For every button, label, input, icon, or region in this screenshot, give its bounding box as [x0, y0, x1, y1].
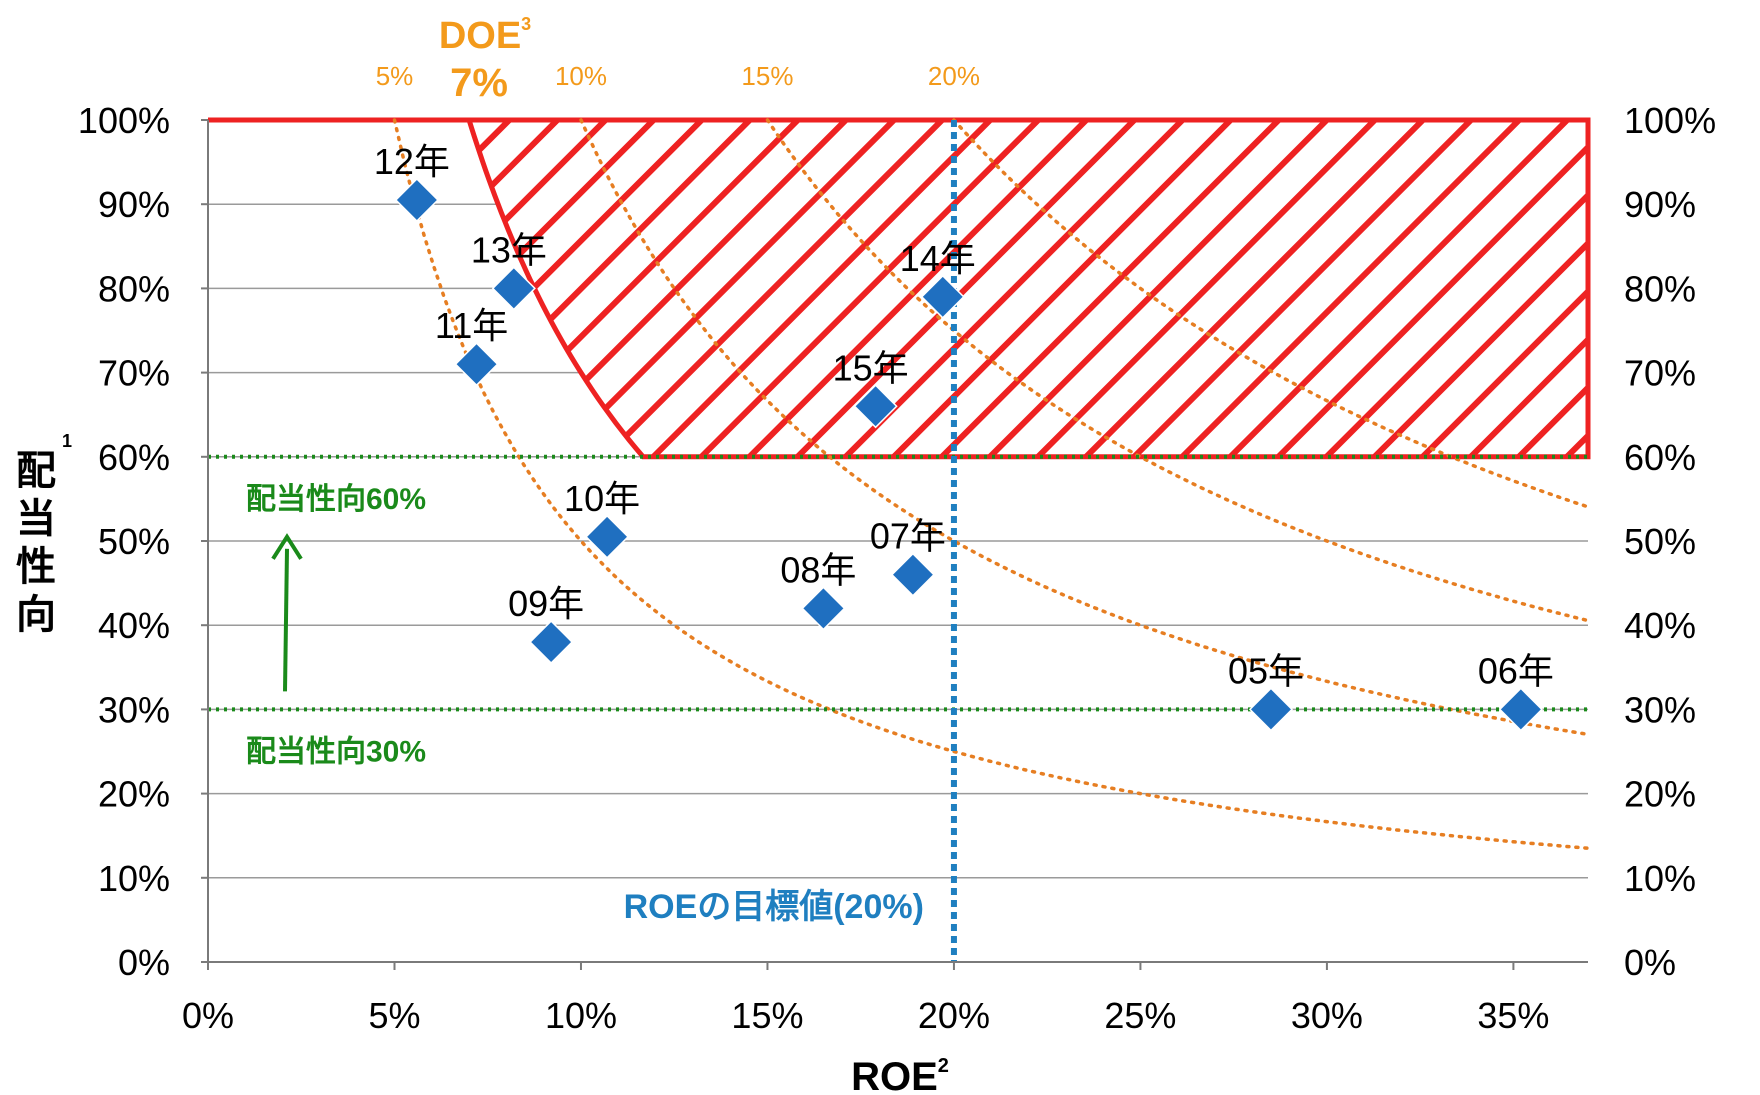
data-point-marker [920, 274, 965, 319]
doe-title-text: DOE [439, 15, 521, 57]
doe-title-superscript: 3 [521, 14, 531, 34]
y-tick-label-right: 90% [1624, 184, 1696, 225]
x-tick-label: 5% [368, 995, 420, 1036]
data-point-label: 12年 [374, 141, 450, 182]
doe-curve-label: 10% [555, 61, 607, 91]
x-axis-title-text: ROE [851, 1055, 938, 1095]
doe-curve-label: 20% [928, 61, 980, 91]
doe-curve-label: 15% [741, 61, 793, 91]
x-tick-label: 25% [1104, 995, 1176, 1036]
y-axis-title-text: 配当性向 [16, 449, 56, 637]
data-point-label: 07年 [870, 516, 946, 557]
roe-target-label: ROEの目標値(20%) [624, 888, 924, 926]
y-tick-label-right: 10% [1624, 858, 1696, 899]
target-region-outline [208, 117, 1591, 460]
data-point-label: 05年 [1228, 650, 1304, 691]
axes: 0% 5% 10% 15% 20% 25% 30% 35% 0% 10% 20% 30% 40% 50% 6… [78, 100, 1716, 1036]
up-arrow-head [271, 533, 303, 560]
y-axis-title-char: 向 [16, 593, 56, 637]
x-tick-label: 35% [1477, 995, 1549, 1036]
x-tick-label: 0% [182, 995, 234, 1036]
y-tick-label-right: 20% [1624, 774, 1696, 815]
data-points: 05年 06年 07年 08年 09年 10年 11年 12年 13年 14年 15年 [374, 141, 1554, 732]
y-tick-label-right: 50% [1624, 521, 1696, 562]
doe-curve-label: 5% [376, 61, 414, 91]
data-point-marker [529, 619, 574, 665]
y-tick-label: 90% [98, 184, 170, 225]
doe-curve [952, 118, 1590, 509]
data-point-label: 11年 [435, 305, 508, 346]
data-point-marker [853, 384, 898, 429]
y-axis-title-char: 性 [16, 545, 56, 589]
y-tick-label: 70% [98, 353, 170, 394]
data-point-marker [585, 514, 630, 559]
data-point-label: 15年 [833, 347, 909, 388]
payout-line-label: 配当性向30% [246, 735, 426, 768]
data-point-label: 08年 [780, 549, 856, 590]
y-axis-title-char: 当 [16, 497, 56, 541]
y-tick-label-right: 80% [1624, 268, 1696, 309]
y-axis-title-superscript: 1 [62, 431, 72, 451]
y-tick-label: 100% [78, 100, 170, 141]
y-axis-title-char: 配 [16, 449, 56, 493]
y-tick-label-right: 60% [1624, 437, 1696, 478]
y-tick-label: 0% [118, 942, 170, 983]
doe-title: DOE3 [439, 14, 531, 57]
doe-curves: 5% 10% 15% 20% 7% [376, 61, 1590, 850]
y-tick-label: 10% [98, 858, 170, 899]
data-point-label: 09年 [508, 583, 584, 624]
x-tick-label: 15% [731, 995, 803, 1036]
data-point-marker [801, 586, 846, 631]
doe-target-label: 7% [450, 61, 508, 105]
y-tick-label: 50% [98, 521, 170, 562]
data-point-marker [890, 552, 935, 597]
doe-curve [392, 118, 1590, 850]
x-tick-label: 30% [1291, 995, 1363, 1036]
y-tick-label-right: 40% [1624, 605, 1696, 646]
y-tick-label: 60% [98, 437, 170, 478]
payout-line-label: 配当性向60% [246, 483, 426, 516]
data-point-marker [1498, 687, 1543, 732]
doe-curve [765, 118, 1590, 623]
y-tick-label-right: 0% [1624, 942, 1676, 983]
x-axis-title: ROE2 [851, 1055, 949, 1095]
data-point-marker [1248, 687, 1294, 732]
y-axis-title: 配当性向 1 [16, 431, 72, 637]
roe-target-line: ROEの目標値(20%) [624, 120, 957, 962]
data-point-label: 06年 [1478, 650, 1554, 691]
y-tick-label-right: 100% [1624, 100, 1716, 141]
y-tick-label-right: 70% [1624, 353, 1696, 394]
data-point-label: 13年 [471, 229, 547, 270]
y-tick-label: 20% [98, 774, 170, 815]
data-point-marker [394, 177, 439, 223]
y-tick-label-right: 30% [1624, 689, 1696, 730]
x-tick-label: 10% [545, 995, 617, 1036]
data-point-label: 14年 [900, 238, 976, 279]
data-point-label: 10年 [564, 478, 640, 519]
y-tick-label: 30% [98, 689, 170, 730]
data-point-marker [454, 342, 499, 387]
y-tick-label: 40% [98, 605, 170, 646]
x-tick-label: 20% [918, 995, 990, 1036]
payout-lines: 配当性向60% 配当性向30% [208, 454, 1588, 768]
y-tick-label: 80% [98, 268, 170, 309]
target-region [208, 117, 1591, 460]
x-axis-title-superscript: 2 [938, 1055, 949, 1077]
up-arrow-shaft [283, 548, 289, 692]
data-point-marker [491, 266, 536, 311]
target-region-hatch [469, 120, 1589, 457]
